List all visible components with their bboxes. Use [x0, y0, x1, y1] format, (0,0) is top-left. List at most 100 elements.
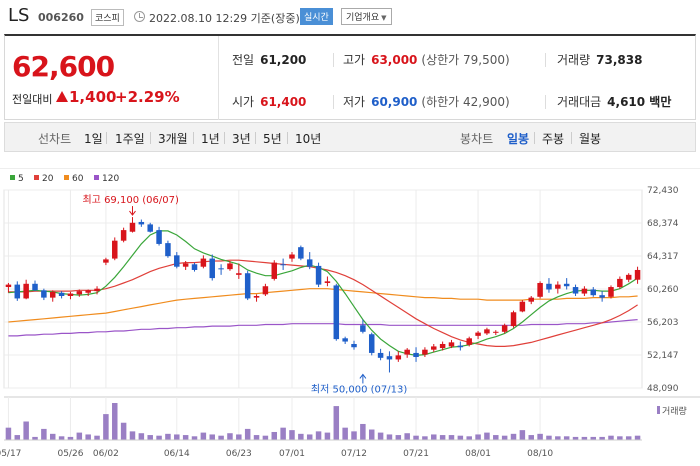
x-tick-label: 06/02	[93, 449, 119, 459]
volume-bar	[32, 436, 38, 440]
low-arrow-icon	[359, 373, 367, 379]
volume-bar	[76, 432, 83, 440]
candle-body	[315, 265, 322, 285]
open-label: 시가	[232, 95, 255, 109]
volume-bar	[563, 436, 570, 440]
candle-body	[289, 254, 295, 259]
candle-body	[120, 230, 127, 241]
candle-daily[interactable]: 일봉	[507, 132, 530, 146]
candle-body	[413, 352, 419, 358]
volume-bar	[634, 435, 641, 440]
x-tick-label: 07/21	[403, 449, 429, 459]
volume-bar	[315, 431, 322, 440]
market-badge: 코스피	[91, 9, 124, 26]
low-value: 60,900	[371, 95, 418, 109]
high-label: 고가	[343, 53, 366, 67]
candle-body	[306, 259, 313, 267]
prev-close-label: 전일	[232, 53, 255, 67]
chart-toolbar: 선차트 1일 1주일 3개월 1년 3년 5년 10년 봉차트 일봉 주봉 월봉	[4, 122, 696, 152]
x-tick-label: 06/23	[226, 449, 252, 459]
change-label: 전일대비	[12, 93, 53, 106]
open-price: 시가 61,400	[232, 93, 306, 110]
candle-body	[165, 243, 171, 257]
candle-weekly[interactable]: 주봉	[542, 132, 565, 146]
volume-bar	[5, 427, 12, 440]
candle-body	[617, 278, 623, 288]
period-10y[interactable]: 10년	[295, 132, 322, 146]
candle-body	[599, 295, 605, 298]
volume-bar	[280, 427, 286, 440]
volume-bar	[129, 431, 136, 440]
volume-bar	[174, 434, 180, 440]
candle-body	[76, 291, 83, 295]
candle-body	[209, 258, 215, 279]
candle-body	[324, 281, 331, 283]
candle-body	[5, 284, 12, 288]
volume-bar	[23, 421, 29, 440]
candle-body	[129, 222, 136, 232]
candle-body	[200, 258, 207, 267]
stock-chart[interactable]: 5 20 60 120 72,430 68,374 64,317 60,260 56,203 5…	[0, 168, 700, 466]
volume-bar	[182, 435, 189, 440]
period-5y[interactable]: 5년	[263, 132, 282, 146]
candle-monthly[interactable]: 월봉	[579, 132, 602, 146]
candle-body	[147, 224, 153, 232]
volume-bar	[200, 432, 207, 440]
divider	[545, 95, 546, 109]
company-info-button[interactable]: 기업개요 ▼	[341, 8, 392, 25]
candle-body	[244, 273, 251, 299]
volume-bar	[422, 436, 428, 440]
period-1d[interactable]: 1일	[84, 132, 103, 146]
period-1w[interactable]: 1주일	[115, 132, 145, 146]
volume-bar	[413, 435, 419, 440]
candle-body	[262, 286, 269, 295]
period-3m[interactable]: 3개월	[158, 132, 188, 146]
divider	[224, 132, 225, 144]
volume-bar	[306, 434, 313, 440]
y-tick-label: 64,317	[647, 252, 679, 262]
candle-body	[546, 283, 552, 290]
period-3y[interactable]: 3년	[232, 132, 251, 146]
volume-label: 거래량	[662, 405, 687, 417]
volume-bar	[519, 430, 526, 440]
volume-bar	[395, 435, 402, 440]
volume-label: 거래량	[557, 53, 591, 67]
period-1y[interactable]: 1년	[201, 132, 220, 146]
volume-bar	[218, 435, 224, 440]
low-price: 저가 60,900 (하한가 42,900)	[343, 93, 510, 110]
up-arrow-icon	[56, 91, 68, 102]
realtime-button[interactable]: 실시간	[300, 8, 333, 25]
volume-bar	[448, 435, 455, 440]
candle-body	[271, 262, 278, 279]
volume-bar	[103, 414, 109, 440]
date-axis: 05/17 05/26 06/02 06/14 06/23 07/01 07/12 07/21…	[0, 439, 642, 459]
trade-value-label: 거래대금	[557, 95, 602, 109]
candle-body	[519, 301, 526, 312]
legend-swatch-120	[94, 175, 99, 180]
candle-body	[182, 263, 189, 267]
x-tick-label: 07/01	[279, 449, 305, 459]
candle-body	[351, 343, 357, 348]
line-chart-label: 선차트	[38, 132, 72, 146]
change-amount: 1,400	[69, 88, 117, 106]
candle-body	[298, 247, 304, 259]
candle-body	[41, 290, 47, 298]
x-tick-label: 08/10	[527, 449, 553, 459]
volume-bar	[289, 430, 295, 440]
candle-body	[537, 282, 543, 297]
candle-body	[218, 268, 224, 270]
open-value: 61,400	[260, 95, 307, 109]
volume-bar	[510, 433, 517, 440]
candle-chart-label: 봉차트	[460, 132, 494, 146]
y-tick-label: 48,090	[647, 384, 679, 394]
legend-label-60: 60	[72, 174, 84, 184]
quote-panel: 62,600 전일대비 1,400 +2.29% 전일 61,200 고가 63,0…	[4, 34, 696, 120]
candle-body	[112, 240, 118, 259]
candle-body	[333, 285, 340, 340]
x-tick-label: 05/26	[57, 449, 83, 459]
candle-body	[572, 287, 579, 294]
volume-value: 73,838	[596, 53, 643, 67]
x-tick-label: 07/12	[341, 449, 367, 459]
volume-bar	[209, 434, 215, 440]
volume: 거래량 73,838	[557, 51, 642, 68]
